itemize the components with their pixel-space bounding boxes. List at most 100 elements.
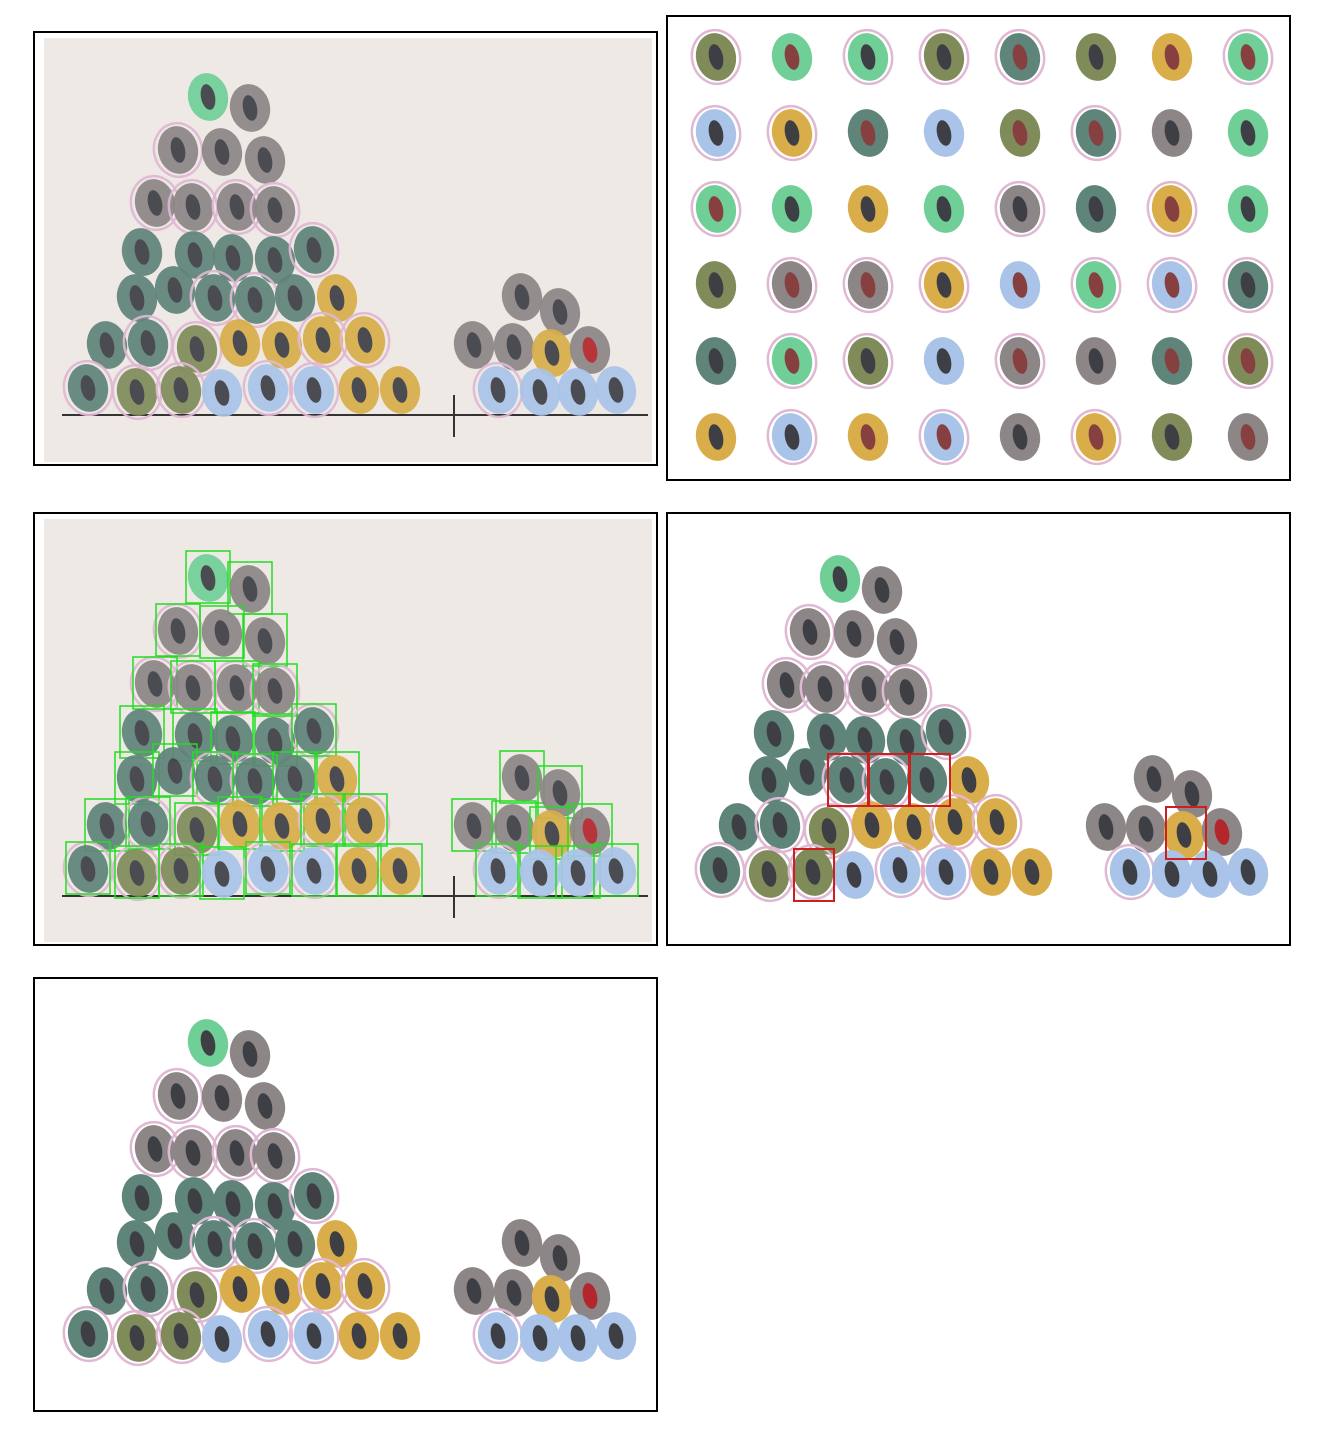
seed xyxy=(86,321,128,369)
seed-core xyxy=(357,1273,373,1299)
seed-core xyxy=(173,858,189,884)
seed xyxy=(472,842,524,900)
seed-core xyxy=(1214,819,1230,845)
seed xyxy=(743,845,795,903)
seed xyxy=(1151,413,1193,461)
seed xyxy=(893,803,935,851)
seed xyxy=(1125,805,1167,853)
seed-core xyxy=(879,769,895,795)
seed xyxy=(1227,413,1269,461)
seed xyxy=(557,1314,599,1362)
seed xyxy=(799,660,851,718)
seed-ring xyxy=(766,256,818,314)
seed-core xyxy=(225,726,241,752)
seed xyxy=(786,748,828,796)
seed xyxy=(918,28,970,86)
seed-core xyxy=(779,672,795,698)
seed xyxy=(453,321,495,369)
seed-ring xyxy=(1070,408,1122,466)
seed-core xyxy=(1240,348,1256,374)
seed-core xyxy=(936,272,952,298)
seed-ring xyxy=(881,663,933,721)
seed-ring xyxy=(690,104,742,162)
seed-ring xyxy=(339,311,391,369)
seed-core xyxy=(287,1231,303,1257)
seed-core xyxy=(167,1223,183,1249)
seed-core xyxy=(731,814,747,840)
seed xyxy=(1151,850,1193,898)
seed xyxy=(187,73,229,121)
seed-core xyxy=(214,139,230,165)
seed xyxy=(297,1257,349,1315)
seed xyxy=(690,28,742,86)
seed-core xyxy=(260,1321,276,1347)
seed xyxy=(999,261,1041,309)
seed-core xyxy=(784,348,800,374)
seed xyxy=(453,802,495,850)
seed xyxy=(116,755,158,803)
seed-core xyxy=(544,1286,560,1312)
seed-core xyxy=(846,621,862,647)
seed-core xyxy=(267,678,283,704)
seed xyxy=(201,369,243,417)
seed xyxy=(766,332,818,390)
seed-core xyxy=(306,858,322,884)
seed-core xyxy=(784,424,800,450)
seed-core xyxy=(766,721,782,747)
seed-core xyxy=(860,196,876,222)
seed-core xyxy=(708,44,724,70)
seed xyxy=(122,1260,174,1318)
seed xyxy=(806,713,848,761)
seed-ring xyxy=(62,359,114,417)
seed xyxy=(201,1315,243,1363)
seed xyxy=(569,1272,611,1320)
seed xyxy=(766,256,818,314)
seed xyxy=(242,1305,294,1363)
seed-core xyxy=(247,1233,263,1259)
seed xyxy=(187,1019,229,1067)
seed-core xyxy=(1164,120,1180,146)
seed xyxy=(971,793,1023,851)
seed-core xyxy=(229,675,245,701)
seed-core xyxy=(821,818,837,844)
seed-core xyxy=(242,1041,258,1067)
seed xyxy=(847,185,889,233)
seed xyxy=(1222,256,1274,314)
detection-box xyxy=(377,843,423,897)
seed xyxy=(923,109,965,157)
seed-core xyxy=(207,285,223,311)
seed-core xyxy=(357,327,373,353)
seed xyxy=(288,1167,340,1225)
seed-ring xyxy=(111,1309,163,1367)
seed-core xyxy=(1138,816,1154,842)
seed-core xyxy=(712,857,728,883)
seed xyxy=(531,1275,573,1323)
seed xyxy=(994,28,1046,86)
seed xyxy=(1070,256,1122,314)
seed xyxy=(569,807,611,855)
seed-core xyxy=(200,84,216,110)
seed-ring xyxy=(971,793,1023,851)
highlight-box xyxy=(793,848,835,902)
seed xyxy=(212,234,254,282)
seed xyxy=(379,366,421,414)
seed-ring xyxy=(690,28,742,86)
seed-core xyxy=(306,1323,322,1349)
detection-box xyxy=(314,751,360,805)
seed xyxy=(753,710,795,758)
seed-core xyxy=(860,348,876,374)
seed xyxy=(539,288,581,336)
seed-core xyxy=(1088,272,1104,298)
seed-core xyxy=(608,858,624,884)
seed-ring xyxy=(920,703,972,761)
seed-core xyxy=(919,767,935,793)
seed xyxy=(842,256,894,314)
seed-ring xyxy=(1222,332,1274,390)
seed-core xyxy=(351,1323,367,1349)
seed-core xyxy=(257,1093,273,1119)
seed xyxy=(338,1312,380,1360)
seed-core xyxy=(1240,44,1256,70)
detection-box xyxy=(291,843,337,897)
seed-core xyxy=(708,272,724,298)
